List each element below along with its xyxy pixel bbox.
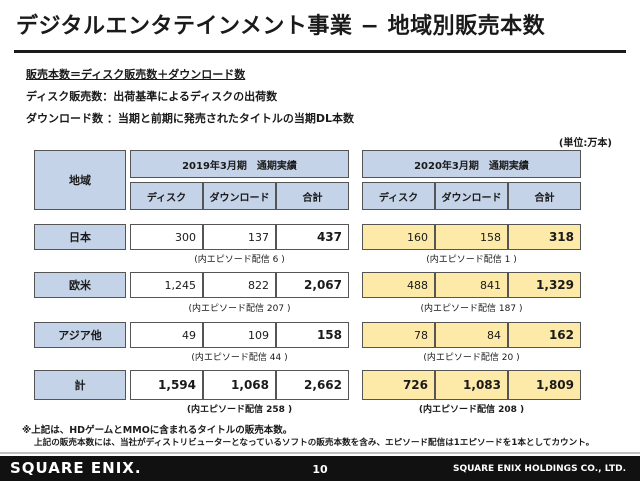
header-region: 地域 bbox=[34, 150, 126, 210]
japan-2020-total: 318 bbox=[508, 224, 581, 250]
japan-2019-total: 437 bbox=[276, 224, 349, 250]
asia-2019-note: (内エピソード配信 44 ) bbox=[191, 353, 288, 363]
page-title: デジタルエンタテインメント事業 − 地域別販売本数 bbox=[16, 14, 546, 39]
company-name: SQUARE ENIX HOLDINGS CO., LTD. bbox=[452, 464, 626, 474]
region-asia-other: アジア他 bbox=[34, 322, 126, 348]
total-2019-total: 2,662 bbox=[276, 370, 349, 400]
footnote-2: 上記の販売本数には、当社がディストリビューターとなっているソフトの販売本数を含み… bbox=[34, 438, 595, 448]
footnote-1: ※上記は、HDゲームとMMOに含まれるタイトルの販売本数。 bbox=[22, 425, 293, 436]
total-2020-disc: 726 bbox=[362, 370, 435, 400]
japan-2020-note: (内エピソード配信 1 ) bbox=[426, 255, 517, 265]
page-number: 10 bbox=[312, 463, 328, 476]
asia-2020-total: 162 bbox=[508, 322, 581, 348]
west-2019-download: 822 bbox=[203, 272, 276, 298]
header-fy2019-download: ダウンロード bbox=[203, 182, 276, 210]
definition-disc: ディスク販売数：出荷基準によるディスクの出荷数 bbox=[26, 90, 278, 103]
west-2019-note: (内エピソード配信 207 ) bbox=[188, 304, 291, 314]
header-fy2020-total: 合計 bbox=[508, 182, 581, 210]
footer-rule bbox=[0, 452, 640, 454]
total-2020-total: 1,809 bbox=[508, 370, 581, 400]
total-2019-download: 1,068 bbox=[203, 370, 276, 400]
west-2020-disc: 488 bbox=[362, 272, 435, 298]
west-2019-disc: 1,245 bbox=[130, 272, 203, 298]
west-2020-note: (内エピソード配信 187 ) bbox=[420, 304, 523, 314]
asia-2020-download: 84 bbox=[435, 322, 508, 348]
total-2019-disc: 1,594 bbox=[130, 370, 203, 400]
japan-2019-download: 137 bbox=[203, 224, 276, 250]
definition-sales: 販売本数＝ディスク販売数＋ダウンロード数 bbox=[26, 68, 246, 81]
japan-2020-disc: 160 bbox=[362, 224, 435, 250]
asia-2019-disc: 49 bbox=[130, 322, 203, 348]
header-fy2019: 2019年3月期 通期実績 bbox=[130, 150, 349, 178]
header-fy2020-download: ダウンロード bbox=[435, 182, 508, 210]
total-2019-note: (内エピソード配信 258 ) bbox=[186, 405, 293, 415]
japan-2019-disc: 300 bbox=[130, 224, 203, 250]
region-total: 計 bbox=[34, 370, 126, 400]
west-2020-download: 841 bbox=[435, 272, 508, 298]
total-2020-note: (内エピソード配信 208 ) bbox=[418, 405, 525, 415]
definition-download: ダウンロード数 ：当期と前期に発売されたタイトルの当期DL本数 bbox=[26, 112, 354, 125]
japan-2020-download: 158 bbox=[435, 224, 508, 250]
footer-bar bbox=[0, 456, 640, 481]
header-fy2020: 2020年3月期 通期実績 bbox=[362, 150, 581, 178]
west-2019-total: 2,067 bbox=[276, 272, 349, 298]
title-rule bbox=[14, 50, 626, 53]
west-2020-total: 1,329 bbox=[508, 272, 581, 298]
asia-2019-download: 109 bbox=[203, 322, 276, 348]
header-fy2020-disc: ディスク bbox=[362, 182, 435, 210]
unit-label: (単位:万本) bbox=[558, 138, 612, 149]
header-fy2019-disc: ディスク bbox=[130, 182, 203, 210]
region-japan: 日本 bbox=[34, 224, 126, 250]
total-2020-download: 1,083 bbox=[435, 370, 508, 400]
region-west: 欧米 bbox=[34, 272, 126, 298]
asia-2019-total: 158 bbox=[276, 322, 349, 348]
japan-2019-note: (内エピソード配信 6 ) bbox=[194, 255, 285, 265]
header-fy2019-total: 合計 bbox=[276, 182, 349, 210]
asia-2020-note: (内エピソード配信 20 ) bbox=[423, 353, 520, 363]
square-enix-logo: SQUARE ENIX. bbox=[10, 459, 142, 477]
asia-2020-disc: 78 bbox=[362, 322, 435, 348]
